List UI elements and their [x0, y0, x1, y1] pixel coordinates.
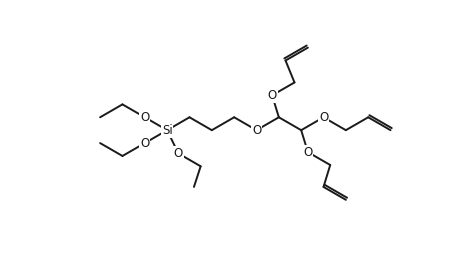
- Text: Si: Si: [162, 124, 173, 137]
- Text: O: O: [303, 146, 313, 159]
- Text: O: O: [140, 111, 149, 124]
- Text: O: O: [319, 111, 328, 124]
- Text: O: O: [174, 147, 183, 160]
- Text: O: O: [267, 89, 277, 102]
- Text: O: O: [140, 137, 149, 150]
- Text: O: O: [252, 124, 261, 137]
